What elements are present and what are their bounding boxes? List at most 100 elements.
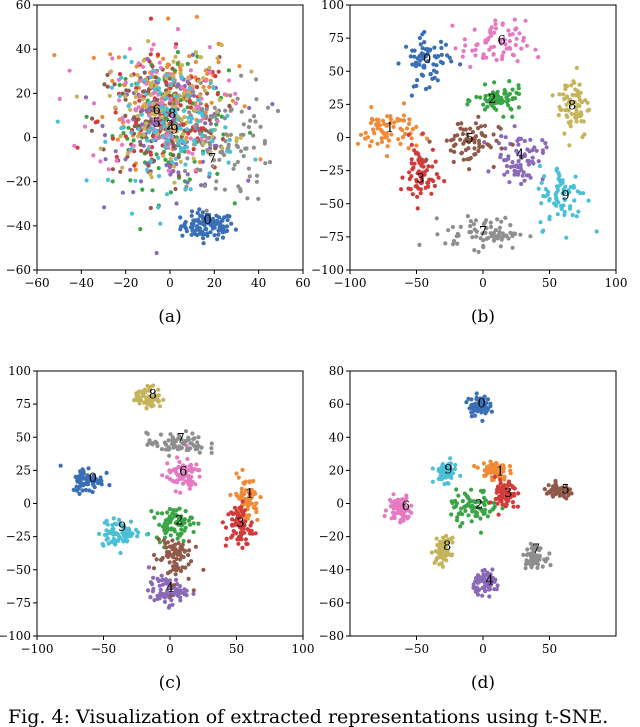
point-class-9 bbox=[541, 228, 546, 233]
point-class-2 bbox=[214, 122, 219, 127]
point-class-2 bbox=[456, 511, 461, 516]
point-class-2 bbox=[464, 493, 469, 498]
point-class-5 bbox=[510, 142, 515, 147]
point-class-9 bbox=[114, 522, 119, 527]
point-class-8 bbox=[450, 540, 455, 545]
point-class-9 bbox=[253, 157, 258, 162]
point-class-6 bbox=[176, 472, 181, 478]
point-class-1 bbox=[369, 116, 375, 121]
point-class-1 bbox=[407, 121, 412, 126]
point-class-7 bbox=[508, 223, 513, 228]
scatter-points bbox=[58, 383, 263, 610]
point-class-5 bbox=[167, 101, 172, 106]
point-class-9 bbox=[570, 213, 575, 218]
point-class-3 bbox=[117, 72, 123, 77]
point-class-9 bbox=[186, 115, 191, 120]
point-class-9 bbox=[539, 180, 544, 185]
point-class-8 bbox=[178, 71, 183, 76]
scatter-points bbox=[355, 17, 599, 255]
point-class-2 bbox=[485, 104, 490, 109]
point-class-2 bbox=[498, 100, 503, 105]
point-class-8 bbox=[152, 393, 157, 398]
point-class-7 bbox=[275, 108, 281, 114]
point-class-6 bbox=[194, 104, 199, 109]
point-class-1 bbox=[254, 501, 259, 506]
point-class-6 bbox=[233, 91, 238, 96]
point-class-8 bbox=[151, 80, 156, 85]
point-class-7 bbox=[204, 208, 209, 213]
point-class-8 bbox=[136, 134, 141, 139]
point-class-6 bbox=[188, 136, 193, 141]
x-tick-label: 100 bbox=[605, 276, 628, 290]
point-class-5 bbox=[89, 128, 94, 133]
point-class-0 bbox=[472, 413, 478, 418]
point-class-4 bbox=[247, 105, 252, 111]
point-class-3 bbox=[495, 501, 500, 506]
point-class-7 bbox=[262, 141, 267, 146]
point-class-6 bbox=[470, 48, 475, 53]
point-class-0 bbox=[190, 228, 195, 233]
point-class-9 bbox=[173, 156, 178, 161]
point-class-6 bbox=[517, 31, 522, 36]
point-class-0 bbox=[80, 488, 85, 493]
point-class-8 bbox=[161, 153, 166, 159]
point-class-4 bbox=[526, 162, 532, 167]
point-class-1 bbox=[374, 122, 379, 128]
point-class-8 bbox=[557, 92, 562, 97]
point-class-1 bbox=[372, 131, 377, 136]
point-class-2 bbox=[453, 504, 458, 509]
point-class-3 bbox=[414, 184, 419, 189]
point-class-1 bbox=[396, 137, 401, 142]
point-class-3 bbox=[248, 523, 253, 528]
point-class-1 bbox=[166, 16, 171, 21]
point-class-0 bbox=[74, 484, 79, 489]
point-class-7 bbox=[184, 448, 189, 453]
point-class-8 bbox=[171, 164, 177, 169]
cluster-label-8: 8 bbox=[168, 107, 176, 122]
point-class-7 bbox=[232, 162, 237, 167]
point-class-4 bbox=[184, 588, 189, 593]
point-class-5 bbox=[468, 126, 473, 131]
point-class-3 bbox=[500, 502, 505, 507]
point-class-0 bbox=[75, 477, 80, 482]
point-class-6 bbox=[173, 45, 178, 50]
point-class-9 bbox=[115, 532, 120, 537]
point-class-4 bbox=[503, 158, 509, 163]
point-class-2 bbox=[478, 530, 484, 535]
point-class-6 bbox=[190, 480, 195, 485]
point-class-0 bbox=[478, 396, 483, 401]
point-class-2 bbox=[504, 99, 510, 104]
point-class-1 bbox=[475, 465, 480, 470]
x-tick-label: −40 bbox=[69, 276, 94, 290]
point-class-4 bbox=[487, 585, 492, 590]
point-class-4 bbox=[146, 565, 151, 570]
point-class-9 bbox=[144, 92, 149, 97]
point-class-5 bbox=[459, 151, 464, 156]
point-class-1 bbox=[100, 114, 105, 120]
point-class-4 bbox=[185, 180, 190, 185]
x-tick-label: 40 bbox=[251, 276, 266, 290]
point-class-1 bbox=[508, 471, 513, 476]
point-class-3 bbox=[148, 52, 153, 57]
point-class-2 bbox=[485, 514, 490, 519]
point-class-3 bbox=[420, 131, 425, 136]
point-class-2 bbox=[466, 513, 471, 518]
point-class-3 bbox=[418, 161, 423, 166]
point-class-0 bbox=[489, 409, 494, 414]
point-class-8 bbox=[439, 548, 444, 553]
point-class-5 bbox=[473, 152, 478, 157]
point-class-2 bbox=[165, 117, 170, 122]
x-tick-label: −50 bbox=[91, 642, 116, 656]
point-class-1 bbox=[369, 139, 374, 144]
point-class-2 bbox=[475, 513, 480, 519]
point-class-8 bbox=[146, 39, 151, 44]
point-class-0 bbox=[86, 466, 91, 471]
point-class-2 bbox=[493, 100, 498, 106]
point-class-9 bbox=[188, 119, 193, 124]
point-class-4 bbox=[506, 154, 511, 159]
point-class-5 bbox=[181, 555, 186, 560]
point-class-6 bbox=[168, 96, 174, 101]
point-class-7 bbox=[254, 97, 259, 102]
point-class-1 bbox=[398, 141, 403, 146]
point-class-8 bbox=[129, 73, 134, 78]
